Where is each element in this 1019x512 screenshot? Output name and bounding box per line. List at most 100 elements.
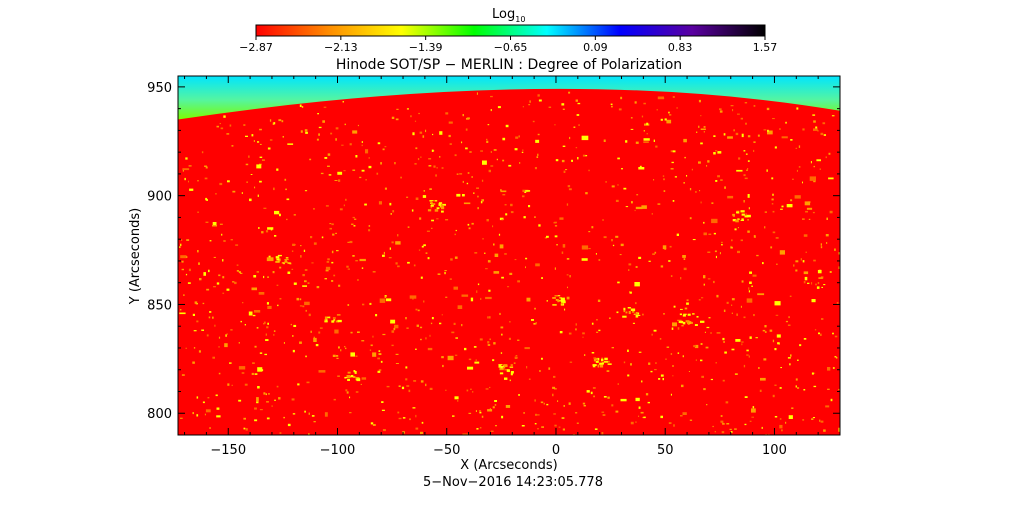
heatmap-cell bbox=[617, 383, 619, 385]
heatmap-cell bbox=[300, 130, 303, 133]
heatmap-cell bbox=[663, 190, 666, 192]
heatmap-cell bbox=[481, 199, 484, 202]
heatmap-cell bbox=[659, 338, 662, 340]
heatmap-cell bbox=[768, 433, 770, 435]
heatmap-cell bbox=[182, 168, 190, 171]
heatmap-cell bbox=[627, 349, 629, 352]
heatmap-cell bbox=[736, 313, 738, 316]
heatmap-cell bbox=[575, 99, 578, 102]
heatmap-cell bbox=[745, 213, 747, 216]
heatmap-cell bbox=[772, 339, 775, 343]
heatmap-cell bbox=[490, 430, 494, 432]
heatmap-cell bbox=[568, 402, 571, 405]
heatmap-cell bbox=[361, 267, 364, 269]
heatmap-cell bbox=[357, 279, 359, 281]
heatmap-cell bbox=[758, 367, 760, 369]
heatmap-cell bbox=[672, 322, 677, 327]
heatmap-cell bbox=[205, 197, 208, 201]
heatmap-cell bbox=[609, 317, 611, 319]
heatmap-cell bbox=[698, 299, 701, 301]
heatmap-cell bbox=[541, 426, 544, 428]
heatmap-cell bbox=[179, 309, 182, 311]
heatmap-cell bbox=[817, 270, 822, 274]
heatmap-cell bbox=[395, 118, 399, 121]
heatmap-cell bbox=[305, 309, 307, 312]
heatmap-cell bbox=[384, 187, 387, 190]
heatmap-cell bbox=[708, 317, 711, 319]
heatmap-cell bbox=[427, 347, 433, 351]
heatmap-cell bbox=[412, 132, 415, 136]
heatmap-cell bbox=[444, 270, 447, 272]
heatmap-cell bbox=[185, 273, 188, 276]
heatmap-cell bbox=[223, 115, 226, 118]
heatmap-cell bbox=[336, 314, 341, 316]
heatmap-cell bbox=[619, 254, 622, 256]
heatmap-cell bbox=[834, 248, 836, 251]
heatmap-cell bbox=[492, 225, 494, 228]
heatmap-cell bbox=[802, 419, 805, 421]
heatmap-cell bbox=[212, 356, 215, 359]
heatmap-cell bbox=[207, 397, 210, 399]
heatmap-cell bbox=[815, 283, 817, 286]
heatmap-cell bbox=[751, 416, 754, 418]
heatmap-cell bbox=[402, 431, 405, 434]
heatmap-cell bbox=[707, 160, 710, 163]
heatmap-cell bbox=[229, 124, 232, 127]
heatmap-cell bbox=[436, 218, 439, 220]
heatmap-cell bbox=[206, 288, 210, 291]
heatmap-cell bbox=[262, 159, 265, 161]
heatmap-cell bbox=[259, 409, 263, 411]
heatmap-cell bbox=[253, 310, 261, 313]
heatmap-cell bbox=[429, 387, 433, 390]
heatmap-cell bbox=[565, 169, 568, 171]
heatmap-cell bbox=[726, 301, 729, 304]
heatmap-cell bbox=[725, 401, 729, 404]
heatmap-cell bbox=[428, 158, 432, 160]
heatmap-cell bbox=[409, 295, 417, 299]
heatmap-cell bbox=[700, 359, 703, 362]
heatmap-cell bbox=[678, 321, 684, 323]
heatmap-cell bbox=[462, 433, 470, 435]
heatmap-cell bbox=[829, 210, 833, 214]
heatmap-cell bbox=[602, 219, 604, 221]
heatmap-cell bbox=[306, 381, 310, 384]
heatmap-cell bbox=[425, 252, 428, 254]
heatmap-cell bbox=[528, 205, 531, 208]
heatmap-cell bbox=[814, 329, 817, 331]
heatmap-cell bbox=[457, 305, 463, 309]
heatmap-cell bbox=[180, 255, 187, 259]
heatmap-cell bbox=[427, 257, 430, 260]
heatmap-cell bbox=[331, 280, 334, 282]
heatmap-cell bbox=[764, 226, 766, 229]
heatmap-cell bbox=[509, 321, 511, 323]
heatmap-cell bbox=[753, 141, 756, 143]
x-axis: −150 −100 −50 0 50 100 bbox=[184, 76, 841, 458]
solar-limb-region bbox=[178, 76, 840, 120]
heatmap-cell bbox=[555, 299, 558, 301]
heatmap-cell bbox=[273, 333, 275, 336]
heatmap-cell bbox=[327, 165, 330, 167]
heatmap-cell bbox=[308, 412, 310, 415]
heatmap-cell bbox=[494, 400, 497, 402]
heatmap-cell bbox=[822, 122, 826, 125]
heatmap-cell bbox=[382, 254, 385, 257]
heatmap-cell bbox=[327, 316, 330, 318]
heatmap-cell bbox=[360, 383, 362, 385]
heatmap-cell bbox=[391, 344, 394, 347]
heatmap-cell bbox=[337, 375, 340, 377]
heatmap-cell bbox=[522, 195, 525, 198]
heatmap-cell bbox=[606, 370, 610, 372]
heatmap-cell bbox=[599, 364, 604, 368]
heatmap-cell bbox=[743, 150, 746, 152]
heatmap-cell bbox=[635, 312, 638, 315]
heatmap-cell bbox=[820, 420, 824, 423]
heatmap-cell bbox=[698, 99, 701, 103]
heatmap-cell bbox=[344, 123, 346, 126]
heatmap-cell bbox=[713, 135, 716, 137]
heatmap-cell bbox=[382, 429, 386, 432]
heatmap-cell bbox=[711, 202, 714, 204]
heatmap-cell bbox=[349, 412, 352, 414]
heatmap-cell bbox=[552, 393, 554, 397]
heatmap-cell bbox=[375, 314, 378, 317]
heatmap-cell bbox=[475, 359, 477, 361]
